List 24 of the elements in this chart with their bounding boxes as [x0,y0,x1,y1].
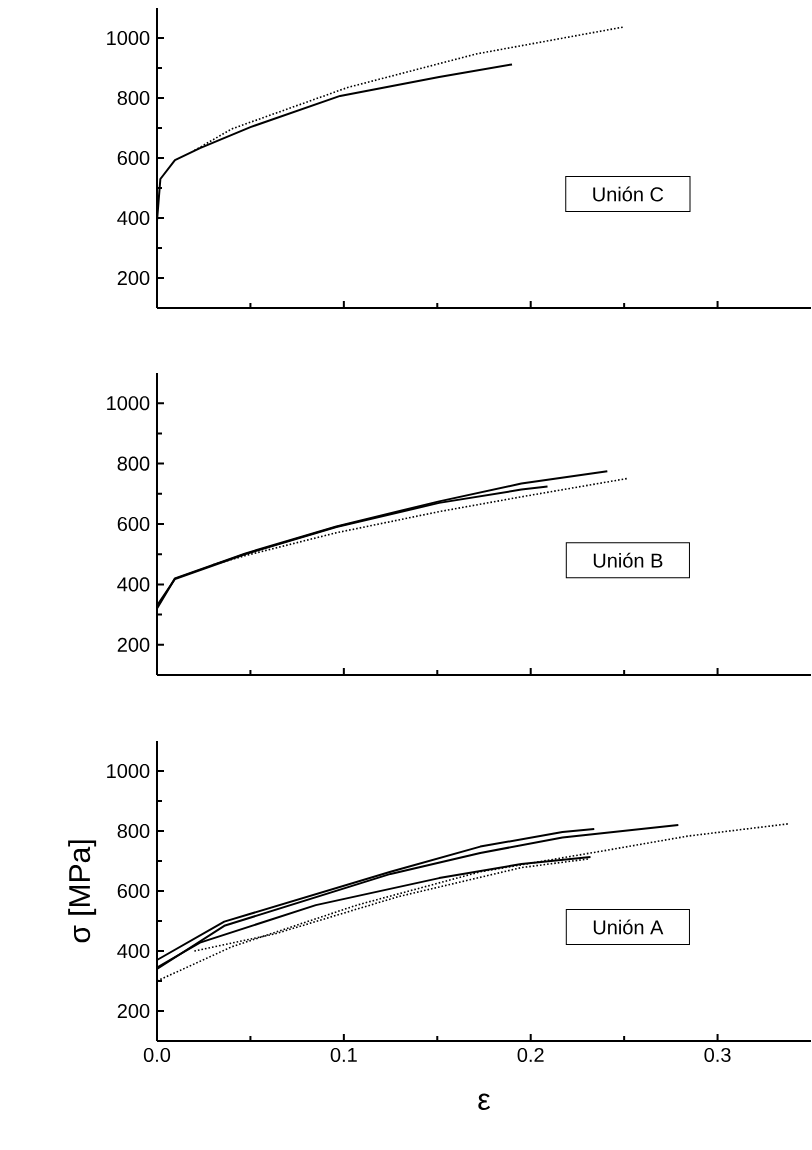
y-axis-title: σ [MPa] [68,840,97,943]
x-axis-title: ε [478,1093,491,1111]
y-tick-label: 800 [117,823,150,839]
x-tick-label: 0.2 [517,1047,544,1063]
y-tick-label: 200 [117,1003,150,1019]
y-tick-label: 400 [117,577,150,592]
x-tick-label: 0.1 [330,1047,357,1063]
y-tick-label: 600 [117,150,150,166]
y-tick-label: 1000 [107,396,150,411]
annotation: Unión A [593,919,664,935]
y-tick-label: 600 [117,516,150,532]
y-tick-label: 1000 [107,763,150,779]
y-tick-label: 200 [117,637,150,652]
y-tick-label: 200 [117,270,150,286]
x-tick-label: 0.3 [704,1047,731,1063]
y-tick-label: 400 [117,943,150,959]
y-tick-label: 600 [117,883,150,899]
y-tick-label: 400 [117,210,150,226]
annotation: Unión B [593,552,663,568]
annotation: Unión C [593,186,664,202]
y-tick-label: 1000 [107,30,150,46]
x-tick-label: 0.0 [143,1047,171,1063]
y-tick-label: 800 [117,90,150,106]
y-tick-label: 800 [117,456,150,471]
